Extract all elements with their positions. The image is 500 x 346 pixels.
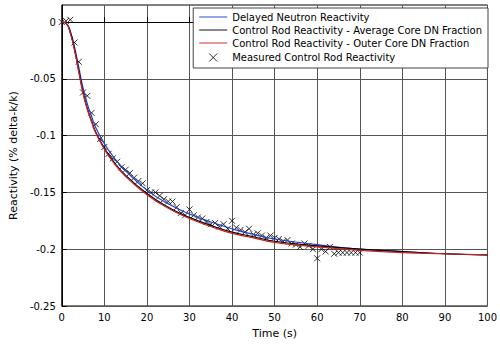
svg-text:Control Rod Reactivity - Avera: Control Rod Reactivity - Average Core DN… <box>232 25 482 36</box>
svg-text:90: 90 <box>439 312 452 323</box>
svg-text:Reactivity (% delta-k/k): Reactivity (% delta-k/k) <box>7 91 20 220</box>
svg-text:Measured Control Rod Reactivit: Measured Control Rod Reactivity <box>232 52 395 63</box>
svg-text:-0.05: -0.05 <box>30 73 56 84</box>
svg-text:10: 10 <box>98 312 111 323</box>
svg-text:Control Rod Reactivity - Outer: Control Rod Reactivity - Outer Core DN F… <box>232 38 469 49</box>
svg-text:0: 0 <box>59 312 65 323</box>
svg-text:-0.25: -0.25 <box>30 301 56 312</box>
svg-text:-0.2: -0.2 <box>36 244 56 255</box>
svg-text:80: 80 <box>396 312 409 323</box>
svg-text:50: 50 <box>268 312 281 323</box>
svg-text:-0.15: -0.15 <box>30 187 56 198</box>
svg-text:60: 60 <box>311 312 324 323</box>
svg-text:20: 20 <box>141 312 154 323</box>
svg-text:-0.1: -0.1 <box>36 130 56 141</box>
svg-text:Time (s): Time (s) <box>251 327 297 340</box>
svg-text:0: 0 <box>49 17 55 28</box>
svg-text:100: 100 <box>478 312 497 323</box>
svg-text:Delayed Neutron Reactivity: Delayed Neutron Reactivity <box>232 12 369 23</box>
svg-text:30: 30 <box>183 312 196 323</box>
svg-text:70: 70 <box>353 312 366 323</box>
svg-text:40: 40 <box>226 312 239 323</box>
